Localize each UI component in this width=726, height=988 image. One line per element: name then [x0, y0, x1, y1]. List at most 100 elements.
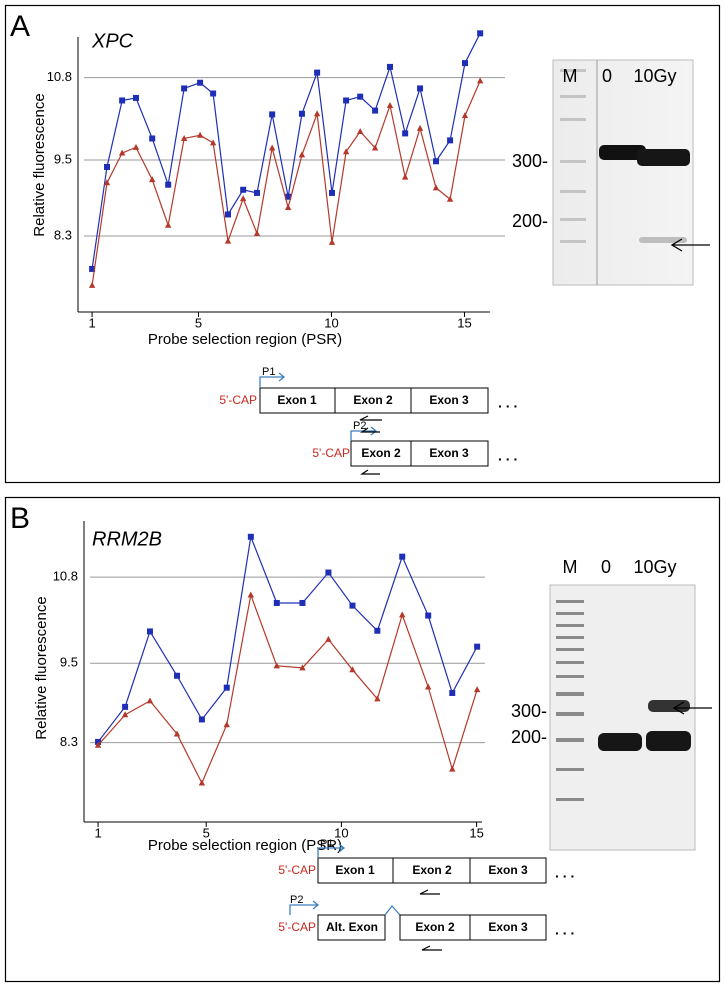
data-point [223, 721, 230, 728]
data-point [313, 110, 321, 117]
data-line [97, 534, 478, 743]
data-point [165, 181, 172, 188]
data-point [225, 211, 232, 218]
exon-label: Alt. Exon [326, 920, 378, 934]
data-point [210, 90, 217, 97]
data-point [299, 599, 306, 606]
data-point [357, 93, 364, 100]
data-point [477, 30, 484, 37]
y-tick-label: 9.5 [60, 655, 78, 670]
data-point [298, 151, 306, 158]
primer-label: P2 [353, 420, 366, 432]
data-point [173, 730, 181, 737]
data-point [247, 591, 255, 598]
primer-label: P1 [262, 366, 275, 378]
exon-label: Exon 1 [335, 863, 375, 877]
data-point [476, 77, 484, 84]
data-point [88, 281, 96, 288]
data-point [119, 97, 126, 104]
data-point [149, 176, 156, 183]
exon-label: Exon 3 [429, 393, 469, 407]
data-point [132, 143, 140, 150]
data-point [254, 189, 261, 196]
data-point [371, 144, 379, 151]
data-point [132, 94, 139, 101]
data-point [284, 204, 292, 210]
data-point [298, 110, 305, 117]
data-point [121, 711, 129, 718]
data-point [122, 703, 129, 710]
continuation: . . . [498, 395, 517, 411]
data-point [349, 602, 356, 609]
y-tick-label: 10.8 [47, 69, 72, 84]
data-point [174, 672, 181, 679]
data-point [164, 221, 172, 228]
transcript-diagram [259, 372, 489, 475]
continuation: . . . [555, 922, 574, 938]
arrow [670, 238, 710, 252]
x-tick-label: 5 [203, 825, 210, 840]
data-point [461, 60, 468, 67]
data-point [240, 186, 247, 193]
data-point [325, 569, 332, 576]
arrow [672, 701, 712, 715]
x-tick-label: 10 [334, 825, 348, 840]
data-point [247, 533, 254, 540]
data-point [342, 148, 350, 155]
data-point [181, 85, 188, 92]
gel-image [549, 584, 696, 851]
data-point [328, 238, 336, 245]
gel-lane-label: 10Gy [633, 557, 676, 577]
data-point [314, 69, 321, 76]
gel-lane-label: M [563, 557, 578, 577]
data-point [374, 695, 381, 702]
gel-size-label: 300- [511, 701, 547, 721]
data-point [417, 85, 424, 92]
data-point [386, 102, 394, 109]
data-point [416, 124, 424, 131]
continuation: . . . [555, 865, 574, 881]
cap-label: 5'-CAP [278, 920, 316, 934]
primer-label: P2 [290, 894, 303, 906]
x-axis-label: Probe selection region (PSR) [148, 837, 342, 854]
data-line [97, 592, 478, 785]
data-point [103, 179, 111, 186]
data-point [196, 131, 204, 138]
data-point [461, 112, 469, 119]
data-line [91, 80, 481, 286]
data-point [349, 666, 356, 673]
y-tick-label: 9.5 [54, 151, 72, 166]
data-point [146, 697, 154, 704]
data-point [325, 635, 332, 642]
transcript-diagram [289, 843, 547, 951]
gel-lane-label: 0 [601, 557, 611, 577]
panel-label: B [10, 502, 30, 535]
x-tick-label: 15 [469, 825, 483, 840]
y-tick-label: 8.3 [60, 734, 78, 749]
data-point [94, 741, 102, 748]
exon-label: Exon 2 [353, 393, 393, 407]
data-point [399, 553, 406, 560]
exon-label: Exon 2 [415, 920, 455, 934]
cap-label: 5'-CAP [278, 863, 316, 877]
exon-label: Exon 3 [488, 920, 528, 934]
data-point [224, 237, 232, 244]
data-point [103, 163, 110, 170]
data-point [269, 111, 276, 118]
exon-label: Exon 3 [488, 863, 528, 877]
exon-label: Exon 3 [429, 446, 469, 460]
data-point [198, 716, 205, 723]
chart-title: RRM2B [92, 528, 162, 550]
y-axis-label: Relative fluorescence [33, 596, 50, 739]
panel-label: A [10, 10, 30, 43]
data-point [268, 144, 276, 151]
x-axis-label: Probe selection region (PSR) [148, 331, 342, 348]
chart-title: XPC [91, 30, 134, 52]
data-point [146, 628, 153, 635]
y-tick-label: 10.8 [53, 569, 78, 584]
data-point [474, 643, 481, 650]
exon-label: Exon 2 [412, 863, 452, 877]
data-point [433, 158, 440, 165]
data-point [273, 662, 280, 669]
